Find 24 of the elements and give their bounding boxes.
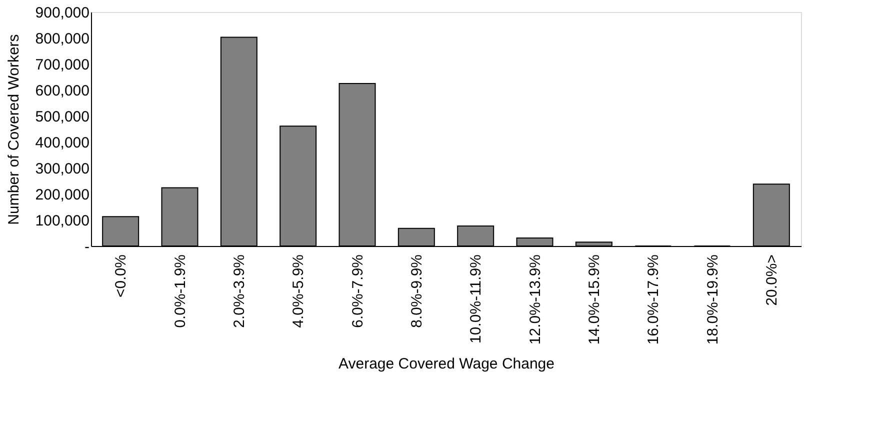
x-tick-label: 2.0%-3.9% [230,254,248,328]
x-tick-label: 8.0%-9.9% [408,254,426,328]
y-tick-label: 800,000 [35,30,90,48]
x-tick-label: 18.0%-19.9% [704,254,722,345]
x-tick-label: 20.0%> [763,254,780,306]
y-tick-label: 500,000 [35,108,90,126]
y-tick-label: 400,000 [35,134,90,152]
x-tick-label: 0.0%-1.9% [172,254,189,328]
x-tick-label: 14.0%-15.9% [586,254,603,345]
y-tick-label: 100,000 [35,212,90,230]
y-tick-label: 900,000 [35,4,90,22]
x-tick-label: 10.0%-11.9% [468,254,485,344]
x-tick-label: 4.0%-5.9% [290,254,308,328]
x-tick-label: 6.0%-7.9% [349,254,366,328]
y-tick-label: 700,000 [35,56,90,74]
y-tick-label: - [84,238,90,256]
x-tick-label: 12.0%-13.9% [526,254,544,345]
y-tick-label: 300,000 [35,160,90,178]
x-axis-title: Average Covered Wage Change [338,356,554,373]
y-tick-label: 600,000 [35,82,90,100]
x-tick-label: 16.0%-17.9% [645,254,662,345]
y-tick-label: 200,000 [35,186,90,204]
x-tick-label: <0.0% [112,254,130,298]
y-axis-title: Number of Covered Workers [5,34,22,225]
